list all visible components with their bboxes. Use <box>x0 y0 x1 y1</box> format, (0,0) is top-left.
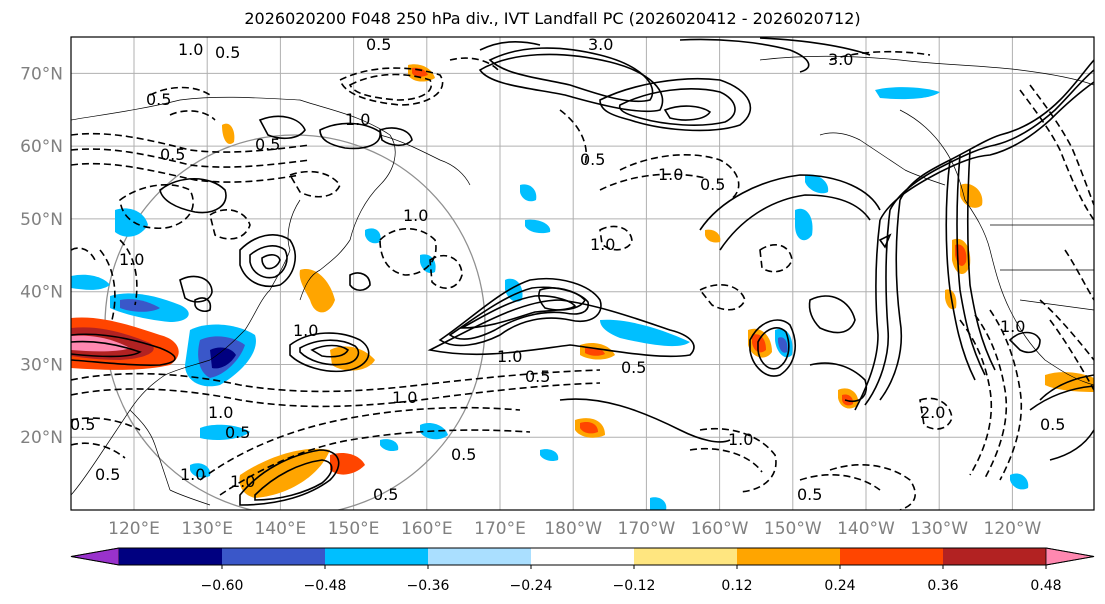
colorbar-segment <box>737 548 841 565</box>
colorbar-segment <box>119 548 223 565</box>
contour-label: 0.5 <box>255 135 280 154</box>
contour-label: 1.0 <box>497 347 522 366</box>
latitude-label: 70°N <box>20 64 63 84</box>
colorbar-tick-label: 0.48 <box>1030 578 1061 594</box>
map-frame <box>70 36 1095 511</box>
contour-label: 3.0 <box>828 50 853 69</box>
contour-label: 0.5 <box>95 465 120 484</box>
colorbar-segment <box>943 548 1047 565</box>
contour-label: 2.0 <box>920 403 945 422</box>
contour-label: 1.0 <box>658 165 683 184</box>
colorbar-extend-min <box>70 547 120 566</box>
contour-label: 1.0 <box>178 40 203 59</box>
longitude-label: 150°E <box>328 519 380 539</box>
colorbar-tick-label: 0.24 <box>824 578 855 594</box>
contour-label: 0.5 <box>797 485 822 504</box>
latitude-label: 30°N <box>20 355 63 375</box>
contour-label: 0.5 <box>70 415 95 434</box>
longitude-label: 150°W <box>764 519 822 539</box>
longitude-label: 130°E <box>181 519 233 539</box>
contour-label: 0.5 <box>580 150 605 169</box>
contour-label: 0.5 <box>373 485 398 504</box>
longitude-label: 160°W <box>691 519 749 539</box>
colorbar-tick-label: −0.36 <box>407 578 450 594</box>
contour-label: 1.0 <box>403 206 428 225</box>
negative-contours <box>71 50 1094 510</box>
latitude-label: 40°N <box>20 283 63 303</box>
colorbar-segment <box>531 548 635 565</box>
latitude-label: 60°N <box>20 137 63 157</box>
colorbar-segment <box>325 548 429 565</box>
colorbar-tick-label: −0.12 <box>613 578 656 594</box>
colorbar-tick-label: −0.60 <box>201 578 244 594</box>
contour-label: 1.0 <box>590 235 615 254</box>
longitude-label: 120°W <box>984 519 1042 539</box>
contour-label: 1.0 <box>728 430 753 449</box>
contour-label: 0.5 <box>225 423 250 442</box>
contour-label: 0.5 <box>700 175 725 194</box>
longitude-label: 140°W <box>837 519 895 539</box>
positive-contours <box>71 37 1094 506</box>
latitude-labels: 70°N 60°N 50°N 40°N 30°N 20°N <box>20 64 63 448</box>
colorbar-tick-labels: −0.60 −0.48 −0.36 −0.24 −0.12 0.12 0.24 0.36 0.4… <box>201 565 1062 594</box>
colorbar-segment <box>428 548 532 565</box>
longitude-labels: 120°E 130°E 140°E 150°E 160°E 170°E 180°W 170°W… <box>108 519 1041 539</box>
longitude-label: 120°E <box>108 519 160 539</box>
longitude-label: 140°E <box>255 519 307 539</box>
contour-label: 0.5 <box>366 35 391 54</box>
colorbar-tick-label: −0.24 <box>510 578 553 594</box>
contour-label: 0.5 <box>525 367 550 386</box>
contour-label: 1.0 <box>230 472 255 491</box>
contour-label: 0.5 <box>1040 415 1065 434</box>
longitude-label: 170°E <box>474 519 526 539</box>
contour-label: 0.5 <box>215 43 240 62</box>
longitude-label: 130°W <box>910 519 968 539</box>
contour-label: 1.0 <box>119 250 144 269</box>
latitude-label: 50°N <box>20 210 63 230</box>
contour-label: 1.0 <box>1000 317 1025 336</box>
contour-label: 0.5 <box>451 445 476 464</box>
contour-label: 1.0 <box>180 465 205 484</box>
contour-label: 1.0 <box>293 321 318 340</box>
colorbar-tick-label: 0.12 <box>721 578 752 594</box>
longitude-label: 160°E <box>401 519 453 539</box>
coastlines <box>71 55 1094 506</box>
contour-label: 0.5 <box>621 358 646 377</box>
colorbar-segment <box>634 548 738 565</box>
longitude-label: 180°W <box>544 519 602 539</box>
contour-label: 1.0 <box>392 388 417 407</box>
contour-label: 1.0 <box>345 110 370 129</box>
contour-labels: 1.0 0.5 0.5 3.0 0.5 1.0 0.5 1.0 1.0 0.5 … <box>70 35 1065 504</box>
contour-label: 0.5 <box>160 145 185 164</box>
colorbar-tick-label: 0.36 <box>927 578 958 594</box>
colorbar <box>70 547 1095 566</box>
colorbar-segment <box>222 548 326 565</box>
colorbar-outline <box>70 547 1095 566</box>
contour-label: 1.0 <box>208 403 233 422</box>
contour-label: 0.5 <box>146 90 171 109</box>
map-title: 2026020200 F048 250 hPa div., IVT Landfa… <box>244 9 861 28</box>
colorbar-extend-max <box>1045 547 1095 566</box>
map-area[interactable]: 1.0 0.5 0.5 3.0 0.5 1.0 0.5 1.0 1.0 0.5 … <box>70 35 1095 515</box>
contour-label: 3.0 <box>588 35 613 54</box>
colorbar-segment <box>840 548 944 565</box>
longitude-label: 170°W <box>618 519 676 539</box>
latitude-label: 20°N <box>20 428 63 448</box>
colorbar-tick-label: −0.48 <box>304 578 347 594</box>
